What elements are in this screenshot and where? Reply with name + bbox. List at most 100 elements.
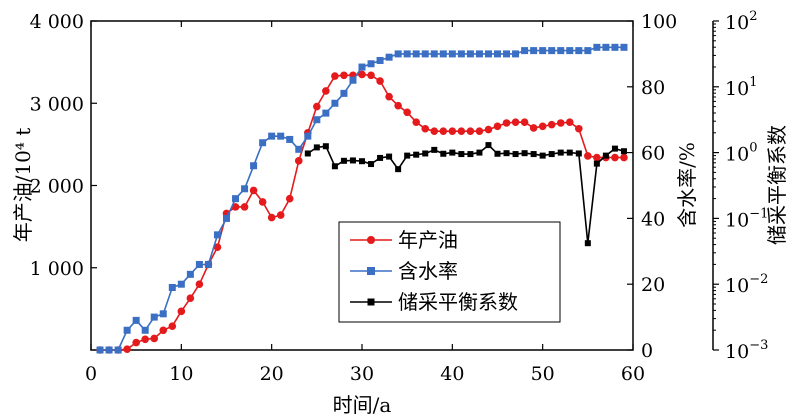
data-point [132,338,140,347]
legend-label-oil: 年产油 [398,228,458,252]
series-layer [96,43,628,354]
data-point [168,283,176,291]
x-tick-label: 20 [260,363,284,385]
data-point [521,47,529,55]
data-point [458,151,465,158]
data-point [331,163,338,170]
data-point [241,185,249,193]
data-point [548,151,555,158]
data-point [313,102,321,111]
legend-entry-ratio: 储采平衡系数 [350,290,518,314]
data-point [512,151,519,158]
data-point [475,127,484,136]
data-point [466,127,475,136]
data-point [258,198,267,206]
series-2 [304,142,627,247]
data-point [150,313,158,321]
data-point [394,101,402,110]
data-point [231,203,240,211]
data-point [575,47,583,55]
data-point [539,152,546,159]
data-point [195,260,203,268]
data-point [232,195,240,203]
data-point [159,310,167,318]
y-left-tick-label: 2 000 [30,176,84,198]
data-point [195,280,204,289]
data-point [439,50,447,58]
data-point [602,152,609,159]
x-tick-label: 10 [169,363,193,385]
data-point [448,127,457,136]
data-point [611,145,618,152]
data-point [593,153,601,162]
data-point [413,151,420,158]
data-point [547,120,556,129]
y-log-tick-label: 100 [725,141,757,166]
data-point [177,307,186,316]
data-point [376,56,384,64]
data-point [448,50,456,58]
data-point [367,71,375,80]
legend-box [338,221,561,323]
y-right-tick-label: 80 [641,77,665,99]
data-point [457,127,466,136]
legend-entry-water: 含水率 [350,259,458,283]
data-point [376,77,384,85]
data-point [584,240,591,247]
data-point [530,47,538,55]
data-point [521,150,528,157]
data-point [186,270,194,278]
y-log-axis-title: 储采平衡系数 [765,125,789,245]
y-right-tick-label: 100 [641,11,677,33]
y-left-tick-label: 1 000 [30,258,84,280]
data-point [593,160,600,167]
data-point [620,148,627,155]
data-point [538,122,547,131]
data-point [584,152,592,160]
x-tick-label: 40 [440,363,464,385]
series-1 [96,43,628,354]
data-point [276,211,285,219]
data-point [268,132,276,140]
data-point [485,142,492,149]
data-point [557,47,565,55]
data-point [575,124,583,133]
y-left-axis-title: 年产油/10⁴ t [11,128,35,243]
data-point [295,145,303,153]
data-point [285,194,294,203]
data-point [512,50,520,58]
data-point [412,50,420,58]
data-point [123,326,131,334]
data-point [358,63,366,71]
x-tick-label: 50 [531,363,555,385]
data-point [412,118,421,126]
y-log-tick-label: 10−1 [725,206,768,231]
data-point [566,149,573,156]
data-point [584,47,592,55]
data-point [385,53,393,61]
data-point [177,280,185,288]
data-point [322,109,330,117]
data-point [422,150,429,157]
data-point [440,150,447,157]
y-log-tick-label: 101 [725,75,757,100]
data-point [611,43,619,51]
ticks-layer: 0 10 20 30 40 50 60 1 000 2 000 3 000 4 000 0 20 40 60… [30,9,769,385]
data-point [313,116,321,124]
data-point [548,47,556,55]
y-left-tick-label: 3 000 [30,93,84,115]
data-point [358,70,366,79]
data-point [457,50,465,58]
data-point [213,243,222,251]
data-point [331,99,339,107]
data-point [368,161,375,168]
data-point [267,213,276,222]
data-point [466,50,474,58]
x-tick-label: 30 [350,363,374,385]
data-point [204,260,212,268]
data-point [277,132,285,140]
data-point [340,71,348,80]
data-point [494,50,501,58]
data-point [322,87,330,95]
